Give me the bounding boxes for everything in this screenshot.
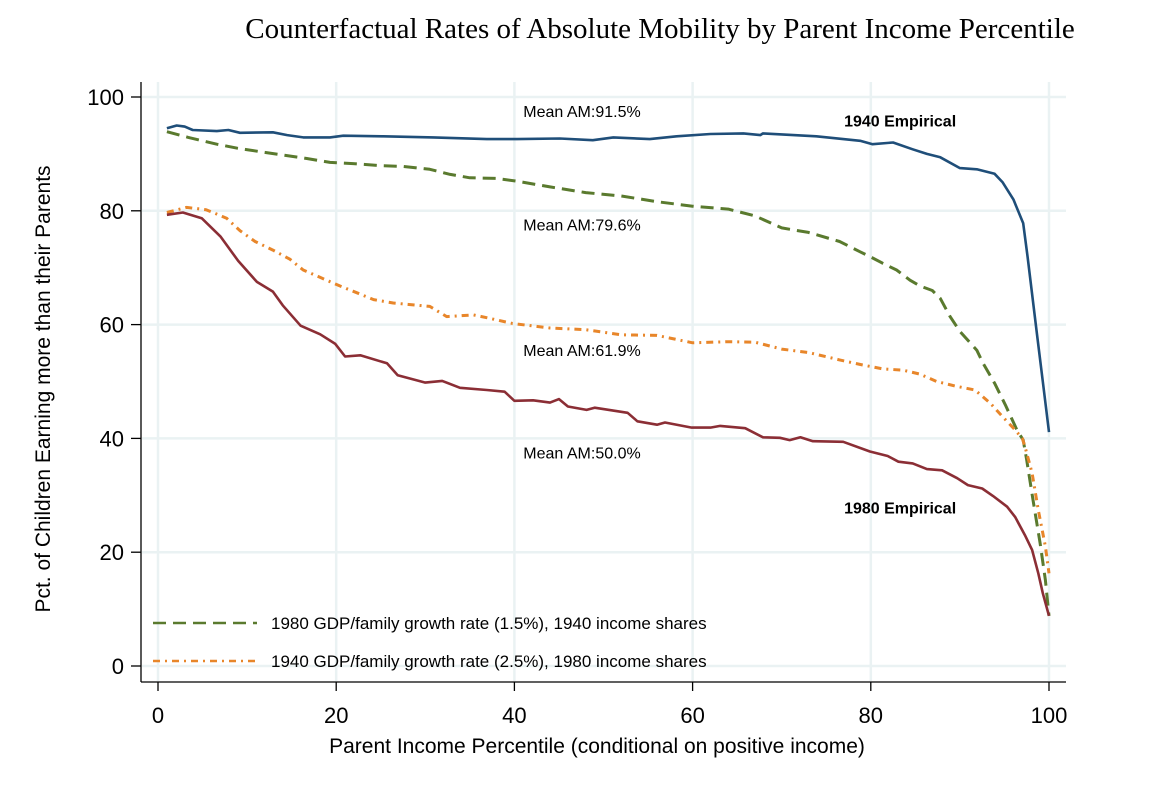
series-line-1980-empirical: [166, 211, 1051, 617]
annotation-4: 1940 Empirical: [844, 114, 956, 131]
axes: [140, 82, 1066, 683]
x-tick-label: 40: [502, 703, 526, 728]
x-tick-label: 60: [680, 703, 704, 728]
annotation-3: Mean AM:50.0%: [523, 445, 640, 462]
legend: 1980 GDP/family growth rate (1.5%), 1940…: [153, 614, 707, 671]
y-tick-label: 80: [100, 199, 124, 224]
y-tick-label: 60: [100, 313, 124, 338]
annotation-2: Mean AM:61.9%: [523, 343, 640, 360]
y-ticks: 0 20 40 60 80 100: [87, 85, 141, 679]
legend-label-1: 1940 GDP/family growth rate (2.5%), 1980…: [271, 652, 707, 671]
series-line-1980-gdp-family-growth-rate-1-5-1940-income-shares: [166, 130, 1051, 617]
annotation-5: 1980 Empirical: [844, 501, 956, 518]
y-tick-label: 40: [100, 426, 124, 451]
legend-label-0: 1980 GDP/family growth rate (1.5%), 1940…: [271, 614, 707, 633]
series-line-1940-gdp-family-growth-rate-2-5-1980-income-shares: [166, 205, 1051, 574]
grid: [142, 82, 1066, 681]
y-axis-label: Pct. of Children Earning more than their…: [32, 165, 55, 612]
annotation-1: Mean AM:79.6%: [523, 218, 640, 235]
x-tick-label: 100: [1031, 703, 1068, 728]
y-tick-label: 0: [112, 654, 124, 679]
y-tick-label: 20: [100, 540, 124, 565]
x-tick-label: 20: [324, 703, 348, 728]
series-line-1940-empirical: [166, 124, 1051, 433]
x-tick-label: 0: [152, 703, 164, 728]
x-tick-label: 80: [859, 703, 883, 728]
series-layer: [166, 124, 1051, 617]
x-ticks: 0 20 40 60 80 100: [152, 682, 1067, 728]
annotations: Mean AM:91.5% Mean AM:79.6% Mean AM:61.9% M…: [523, 104, 956, 518]
x-axis-label: Parent Income Percentile (conditional on…: [329, 735, 865, 758]
annotation-0: Mean AM:91.5%: [523, 104, 640, 121]
chart-title: Counterfactual Rates of Absolute Mobilit…: [245, 13, 1075, 45]
y-tick-label: 100: [87, 85, 124, 110]
